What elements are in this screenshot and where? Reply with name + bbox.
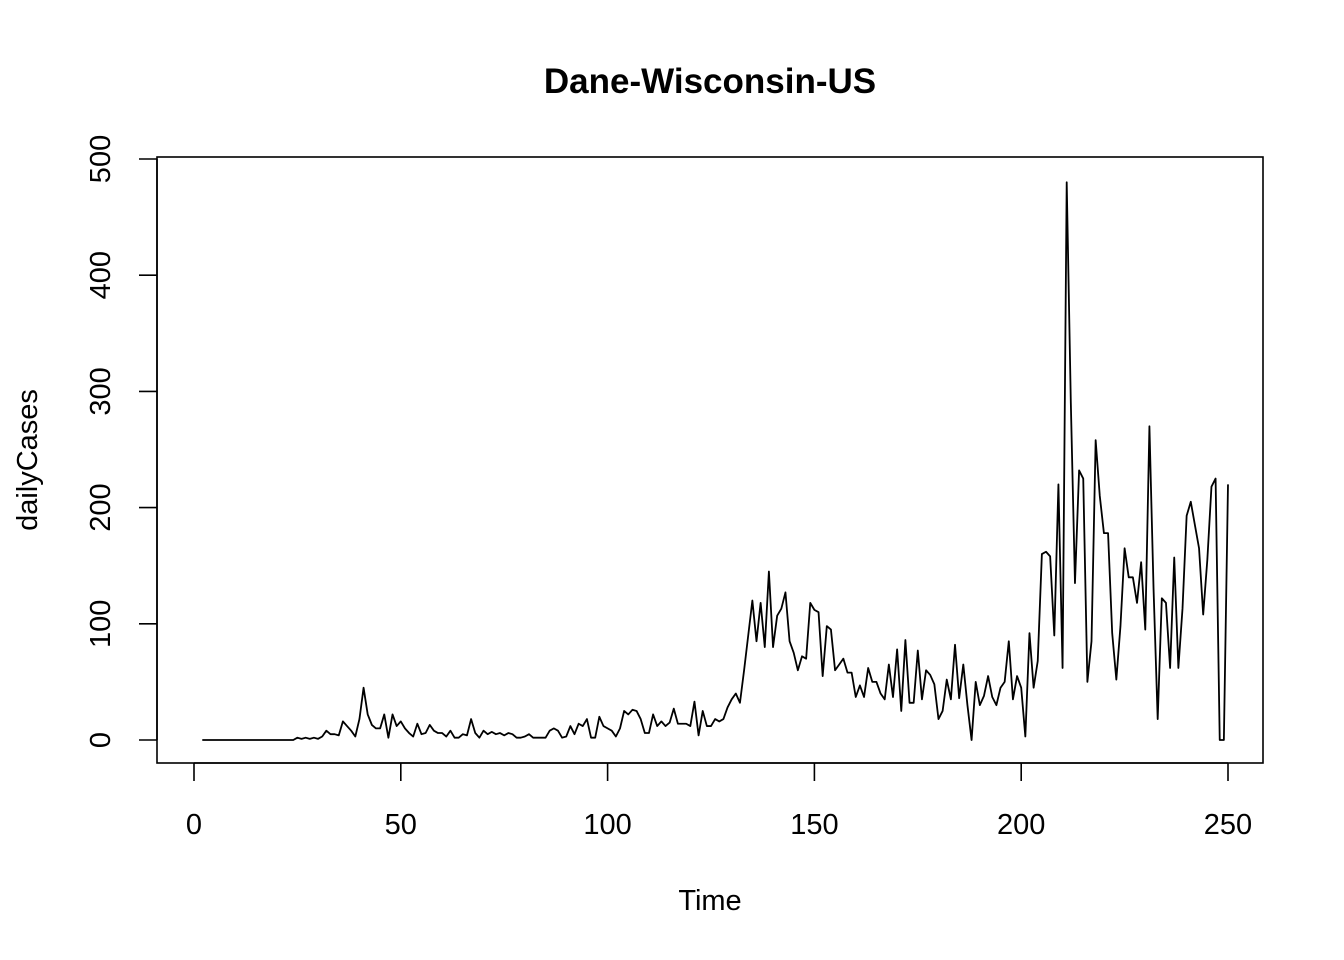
series-line (202, 181, 1229, 741)
y-axis: 0 100 200 300 400 500 (85, 135, 158, 748)
chart-title: Dane-Wisconsin-US (544, 62, 876, 101)
x-axis-label: Time (678, 885, 741, 917)
x-tick-label: 250 (1204, 809, 1252, 841)
x-tick-label: 150 (790, 809, 838, 841)
x-tick-label: 200 (997, 809, 1045, 841)
y-tick-label: 300 (85, 367, 117, 415)
x-tick-label: 50 (385, 809, 417, 841)
y-tick-label: 100 (85, 600, 117, 648)
y-tick-label: 500 (85, 135, 117, 183)
y-tick-label: 0 (85, 732, 117, 748)
x-axis: 0 50 100 150 200 250 (186, 762, 1252, 841)
x-tick-label: 100 (583, 809, 631, 841)
y-tick-label: 400 (85, 251, 117, 299)
y-tick-label: 200 (85, 483, 117, 531)
x-tick-label: 0 (186, 809, 202, 841)
y-axis-label: dailyCases (12, 389, 44, 531)
